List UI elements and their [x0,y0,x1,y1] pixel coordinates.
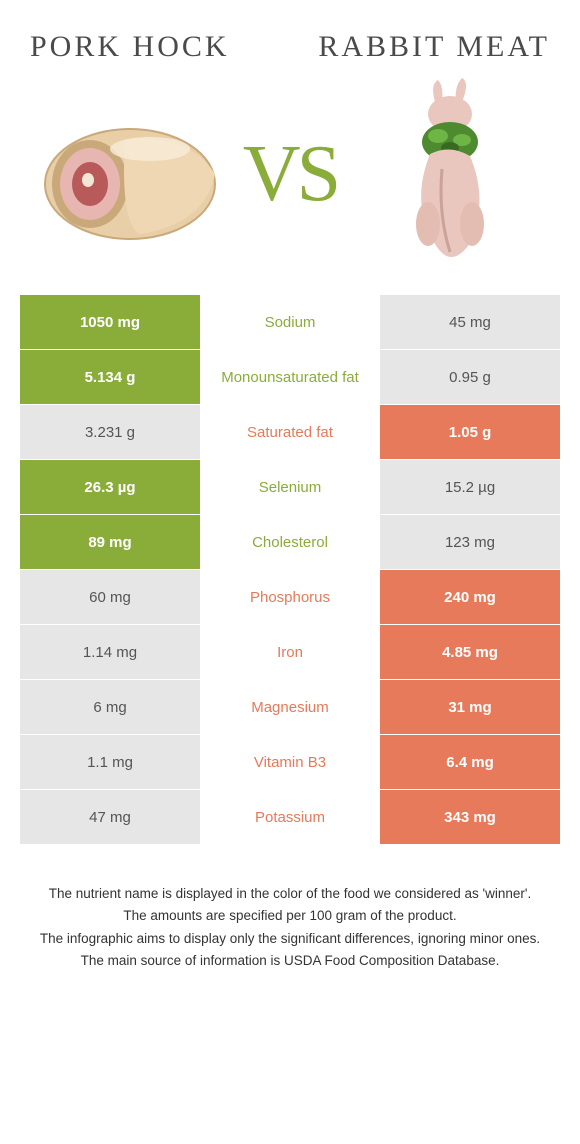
right-value: 0.95 g [380,350,560,404]
nutrient-label: Cholesterol [200,515,380,569]
right-value: 1.05 g [380,405,560,459]
left-value: 6 mg [20,680,200,734]
note-line: The nutrient name is displayed in the co… [30,884,550,904]
left-value: 1.14 mg [20,625,200,679]
left-value: 3.231 g [20,405,200,459]
right-value: 45 mg [380,295,560,349]
right-value: 4.85 mg [380,625,560,679]
right-value: 343 mg [380,790,560,844]
footer-notes: The nutrient name is displayed in the co… [20,884,560,993]
nutrient-label: Sodium [200,295,380,349]
nutrient-row: 3.231 gSaturated fat1.05 g [20,404,560,459]
nutrient-label: Phosphorus [200,570,380,624]
nutrient-row: 1050 mgSodium45 mg [20,294,560,349]
pork-hock-image [30,74,230,274]
nutrient-table: 1050 mgSodium45 mg5.134 gMonounsaturated… [20,294,560,844]
nutrient-label: Monounsaturated fat [200,350,380,404]
nutrient-row: 1.14 mgIron4.85 mg [20,624,560,679]
right-value: 123 mg [380,515,560,569]
right-value: 240 mg [380,570,560,624]
nutrient-row: 89 mgCholesterol123 mg [20,514,560,569]
left-value: 1.1 mg [20,735,200,789]
nutrient-row: 5.134 gMonounsaturated fat0.95 g [20,349,560,404]
nutrient-label: Saturated fat [200,405,380,459]
right-value: 31 mg [380,680,560,734]
vs-label: VS [243,129,337,220]
nutrient-row: 26.3 µgSelenium15.2 µg [20,459,560,514]
nutrient-row: 60 mgPhosphorus240 mg [20,569,560,624]
left-value: 5.134 g [20,350,200,404]
nutrient-label: Magnesium [200,680,380,734]
note-line: The amounts are specified per 100 gram o… [30,906,550,926]
left-value: 1050 mg [20,295,200,349]
left-value: 89 mg [20,515,200,569]
rabbit-meat-image [350,74,550,274]
hero-row: VS [20,74,560,274]
right-value: 15.2 µg [380,460,560,514]
left-value: 47 mg [20,790,200,844]
left-value: 26.3 µg [20,460,200,514]
nutrient-label: Potassium [200,790,380,844]
note-line: The main source of information is USDA F… [30,951,550,971]
left-value: 60 mg [20,570,200,624]
nutrient-row: 1.1 mgVitamin B36.4 mg [20,734,560,789]
note-line: The infographic aims to display only the… [30,929,550,949]
header: PORK HOCK RABBIT MEAT [20,20,560,64]
right-food-title: RABBIT MEAT [318,30,550,64]
vs-text: VS [243,130,337,218]
nutrient-label: Iron [200,625,380,679]
nutrient-row: 47 mgPotassium343 mg [20,789,560,844]
right-value: 6.4 mg [380,735,560,789]
nutrient-label: Selenium [200,460,380,514]
nutrient-label: Vitamin B3 [200,735,380,789]
nutrient-row: 6 mgMagnesium31 mg [20,679,560,734]
left-food-title: PORK HOCK [30,30,230,64]
